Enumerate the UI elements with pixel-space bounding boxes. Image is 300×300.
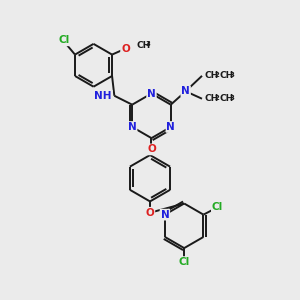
Text: CH: CH	[137, 40, 151, 50]
Text: 3: 3	[146, 41, 151, 47]
Text: 3: 3	[230, 72, 235, 78]
Text: O: O	[147, 144, 156, 154]
Text: 2: 2	[215, 95, 220, 101]
Text: 3: 3	[230, 95, 235, 101]
Text: CH: CH	[219, 94, 233, 103]
Text: N: N	[147, 88, 156, 98]
Text: CH: CH	[219, 71, 233, 80]
Text: 2: 2	[215, 72, 220, 78]
Text: N: N	[181, 86, 190, 96]
Text: NH: NH	[94, 91, 112, 101]
Text: N: N	[128, 122, 136, 132]
Text: Cl: Cl	[58, 35, 70, 45]
Text: Cl: Cl	[178, 257, 190, 267]
Text: N: N	[167, 122, 175, 132]
Text: Cl: Cl	[212, 202, 223, 212]
Text: N: N	[160, 210, 169, 220]
Text: O: O	[146, 208, 154, 218]
Text: CH: CH	[204, 94, 219, 103]
Text: CH: CH	[204, 71, 219, 80]
Text: O: O	[121, 44, 130, 54]
